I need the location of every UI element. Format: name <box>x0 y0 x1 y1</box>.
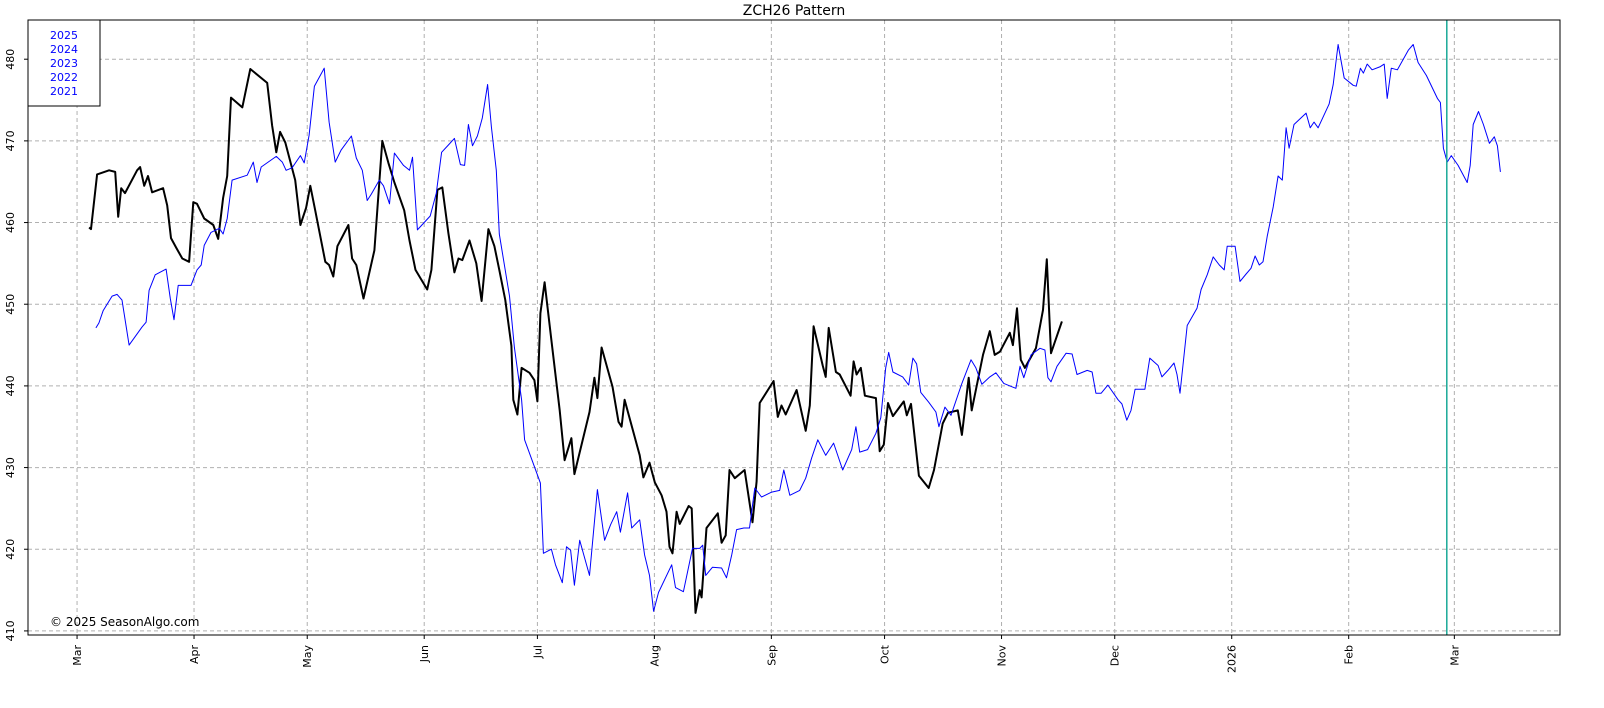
x-tick-label: Aug <box>648 645 661 666</box>
x-tick-label: Oct <box>879 644 892 664</box>
legend-box <box>27 19 101 107</box>
y-tick-label: 440 <box>4 375 17 396</box>
series-line <box>95 44 1501 612</box>
y-tick-label: 410 <box>4 620 17 641</box>
legend-entry: 2023 <box>50 57 78 70</box>
annotation: © 2025 SeasonAlgo.com <box>50 615 199 629</box>
x-tick-label: Nov <box>996 645 1009 667</box>
x-tick-label: Jul <box>531 645 544 659</box>
y-tick-label: 460 <box>4 212 17 233</box>
x-tick-label: Sep <box>765 645 778 666</box>
legend-entry: 2024 <box>50 43 78 56</box>
x-tick-label: Mar <box>1448 645 1461 666</box>
chart-title: ZCH26 Pattern <box>743 3 846 19</box>
legend-entry: 2025 <box>50 29 78 42</box>
plot-frame <box>27 19 1561 636</box>
series-line <box>88 68 1063 614</box>
x-tick-label: May <box>301 645 314 668</box>
x-tick-label: Feb <box>1343 645 1356 664</box>
y-tick-label: 480 <box>4 49 17 70</box>
x-tick-label: Dec <box>1109 645 1122 666</box>
legend-entry: 2021 <box>50 85 78 98</box>
y-tick-label: 420 <box>4 539 17 560</box>
y-tick-label: 450 <box>4 294 17 315</box>
x-tick-label: Apr <box>188 645 201 665</box>
y-tick-label: 430 <box>4 457 17 478</box>
x-tick-label: Jun <box>418 645 431 663</box>
x-tick-label: 2026 <box>1226 645 1239 673</box>
x-tick-label: Mar <box>71 645 84 666</box>
y-tick-label: 470 <box>4 130 17 151</box>
legend-entry: 2022 <box>50 71 78 84</box>
